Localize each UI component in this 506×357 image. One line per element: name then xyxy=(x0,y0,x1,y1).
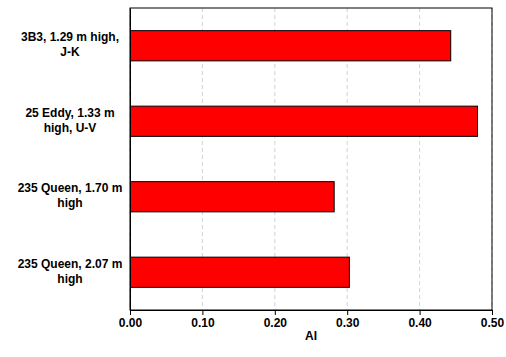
x-tick: 0.10 xyxy=(191,310,215,330)
x-tick-label: 0.20 xyxy=(264,316,288,330)
plot: 0.00 0.10 0.20 0.30 0.40 0.50 3B3, 1.29 m high… xyxy=(18,8,505,330)
bar xyxy=(130,182,334,212)
category-labels: 3B3, 1.29 m high,J-K 25 Eddy, 1.33 mhigh,… xyxy=(18,30,123,286)
frame xyxy=(130,8,492,310)
y-tick-label: 235 Queen, 1.70 mhigh xyxy=(18,181,123,210)
x-tick: 0.30 xyxy=(336,310,360,330)
label-line: 235 Queen, 2.07 m xyxy=(18,257,123,271)
x-tick-label: 0.40 xyxy=(408,316,432,330)
bar xyxy=(130,106,478,136)
y-axis xyxy=(130,9,132,311)
label-line: 235 Queen, 1.70 m xyxy=(18,181,123,195)
bars xyxy=(130,31,478,288)
x-tick: 0.20 xyxy=(264,310,288,330)
x-tick: 0.50 xyxy=(481,310,505,330)
x-tick-mark xyxy=(202,310,203,315)
x-tick-label: 0.00 xyxy=(119,316,143,330)
label-line: high xyxy=(57,272,82,286)
x-axis: 0.00 0.10 0.20 0.30 0.40 0.50 xyxy=(119,310,505,330)
x-tick: 0.00 xyxy=(119,310,143,330)
x-tick-mark xyxy=(347,310,348,315)
y-tick-label: 235 Queen, 2.07 mhigh xyxy=(18,257,123,286)
x-tick-mark xyxy=(420,310,421,315)
chart: 0.00 0.10 0.20 0.30 0.40 0.50 3B3, 1.29 m high… xyxy=(0,0,506,357)
x-tick-label: 0.30 xyxy=(336,316,360,330)
x-tick: 0.40 xyxy=(408,310,432,330)
x-tick-label: 0.50 xyxy=(481,316,505,330)
y-tick-label: 25 Eddy, 1.33 mhigh, U-V xyxy=(25,106,114,135)
x-tick-mark xyxy=(492,310,493,315)
label-line: high xyxy=(57,196,82,210)
grid xyxy=(130,8,492,310)
bar xyxy=(130,31,451,61)
bar xyxy=(130,257,349,287)
label-line: 25 Eddy, 1.33 m xyxy=(25,106,114,120)
y-tick-label: 3B3, 1.29 m high,J-K xyxy=(21,30,119,59)
x-tick-mark xyxy=(275,310,276,315)
x-axis-line xyxy=(131,311,493,316)
x-tick-label: 0.10 xyxy=(191,316,215,330)
label-line: 3B3, 1.29 m high, xyxy=(21,30,119,44)
y-axis-line xyxy=(130,9,131,311)
label-line: J-K xyxy=(60,45,80,59)
x-tick-mark xyxy=(130,310,131,315)
x-axis-title: AI xyxy=(305,329,317,343)
label-line: high, U-V xyxy=(44,121,97,135)
